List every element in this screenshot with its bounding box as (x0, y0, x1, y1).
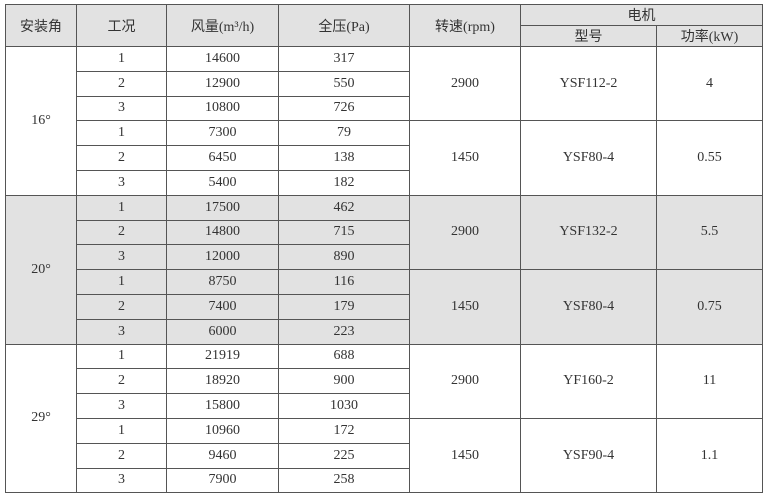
flow-cell: 6000 (166, 318, 279, 345)
pressure-cell: 258 (278, 467, 410, 494)
speed-cell: 2900 (409, 45, 521, 122)
condition-cell: 2 (76, 145, 167, 171)
table-row: 29° 1 21919 688 2900 YF160-2 11 (5, 343, 763, 494)
table-row: 1 7300 79 1450 YSF80-4 0.55 (6, 120, 763, 196)
flow-cell: 8750 (166, 269, 279, 295)
flow-cell: 9460 (166, 442, 279, 469)
condition-cell: 2 (76, 70, 167, 97)
table-row: 1 10960 172 1450 YSF90-4 1.1 (6, 417, 763, 494)
header-model: 型号 (520, 25, 657, 47)
pressure-cell: 462 (278, 194, 410, 221)
table-row: 1 8750 116 1450 YSF80-4 0.75 (6, 269, 763, 345)
condition-cell: 3 (76, 95, 167, 122)
power-cell: 1.1 (656, 417, 763, 494)
speed-cell: 1450 (409, 120, 521, 196)
table-row: 20° 1 17500 462 2900 YSF132-2 5.5 (5, 194, 763, 345)
table-row: 3 12000 890 (6, 244, 763, 271)
flow-cell: 10800 (166, 95, 279, 122)
condition-cell: 3 (76, 318, 167, 345)
pressure-cell: 726 (278, 95, 410, 122)
header-speed: 转速(rpm) (409, 4, 521, 47)
header-pressure: 全压(Pa) (278, 4, 410, 47)
flow-cell: 6450 (166, 145, 279, 171)
pressure-cell: 890 (278, 244, 410, 271)
power-cell: 11 (656, 343, 763, 419)
flow-cell: 10960 (166, 417, 279, 444)
pressure-cell: 900 (278, 368, 410, 395)
pressure-cell: 223 (278, 318, 410, 345)
speed-cell: 2900 (409, 194, 521, 271)
pressure-cell: 688 (278, 343, 410, 370)
pressure-cell: 317 (278, 46, 410, 72)
table-row: 2 12900 550 (6, 70, 763, 97)
condition-cell: 1 (76, 194, 167, 221)
angle-cell: 29° (5, 343, 77, 494)
table-row: 2 9460 225 (6, 442, 763, 469)
pressure-cell: 182 (278, 169, 410, 196)
flow-cell: 14800 (166, 219, 279, 246)
table-row: 3 5400 182 (6, 169, 763, 196)
flow-cell: 12000 (166, 244, 279, 271)
condition-cell: 3 (76, 169, 167, 196)
flow-cell: 5400 (166, 169, 279, 196)
pressure-cell: 550 (278, 70, 410, 97)
pressure-cell: 116 (278, 269, 410, 295)
pressure-cell: 1030 (278, 393, 410, 419)
condition-cell: 1 (76, 120, 167, 147)
flow-cell: 17500 (166, 194, 279, 221)
speed-cell: 1450 (409, 417, 521, 494)
pressure-cell: 179 (278, 293, 410, 320)
power-cell: 5.5 (656, 194, 763, 271)
condition-cell: 2 (76, 219, 167, 246)
flow-cell: 14600 (166, 46, 279, 72)
speed-cell: 2900 (409, 343, 521, 419)
model-cell: YSF80-4 (520, 269, 657, 345)
flow-cell: 15800 (166, 393, 279, 419)
condition-cell: 3 (76, 244, 167, 271)
condition-cell: 1 (76, 343, 167, 370)
fan-performance-table: 安装角 工况 风量(m³/h) 全压(Pa) 转速(rpm) 电机 型号 功率(… (5, 4, 763, 494)
condition-cell: 1 (76, 46, 167, 72)
speed-cell: 1450 (409, 269, 521, 345)
flow-cell: 7400 (166, 293, 279, 320)
header-power: 功率(kW) (656, 25, 763, 47)
pressure-cell: 79 (278, 120, 410, 147)
condition-cell: 3 (76, 467, 167, 494)
model-cell: YSF132-2 (520, 194, 657, 271)
angle-cell: 20° (5, 194, 77, 345)
model-cell: YSF90-4 (520, 417, 657, 494)
condition-cell: 2 (76, 368, 167, 395)
pressure-cell: 715 (278, 219, 410, 246)
header-flow: 风量(m³/h) (166, 4, 279, 47)
table-row: 3 6000 223 (6, 318, 763, 345)
flow-cell: 7900 (166, 467, 279, 494)
table-row: 2 18920 900 (6, 368, 763, 395)
header-condition: 工况 (76, 4, 167, 47)
condition-cell: 1 (76, 269, 167, 295)
header-motor: 电机 (520, 4, 763, 26)
flow-cell: 7300 (166, 120, 279, 147)
table-row: 3 7900 258 (6, 467, 763, 494)
table-row: 16° 1 14600 317 2900 YSF112-2 4 (5, 45, 763, 196)
flow-cell: 18920 (166, 368, 279, 395)
power-cell: 0.75 (656, 269, 763, 345)
pressure-cell: 138 (278, 145, 410, 171)
power-cell: 0.55 (656, 120, 763, 196)
model-cell: YF160-2 (520, 343, 657, 419)
table-row: 2 14800 715 (6, 219, 763, 246)
model-cell: YSF80-4 (520, 120, 657, 196)
condition-cell: 3 (76, 393, 167, 419)
power-cell: 4 (656, 45, 763, 122)
model-cell: YSF112-2 (520, 45, 657, 122)
condition-cell: 2 (76, 442, 167, 469)
flow-cell: 21919 (166, 343, 279, 370)
header-angle: 安装角 (5, 4, 77, 47)
pressure-cell: 225 (278, 442, 410, 469)
angle-cell: 16° (5, 46, 77, 196)
flow-cell: 12900 (166, 70, 279, 97)
condition-cell: 2 (76, 293, 167, 320)
pressure-cell: 172 (278, 417, 410, 444)
condition-cell: 1 (76, 417, 167, 444)
